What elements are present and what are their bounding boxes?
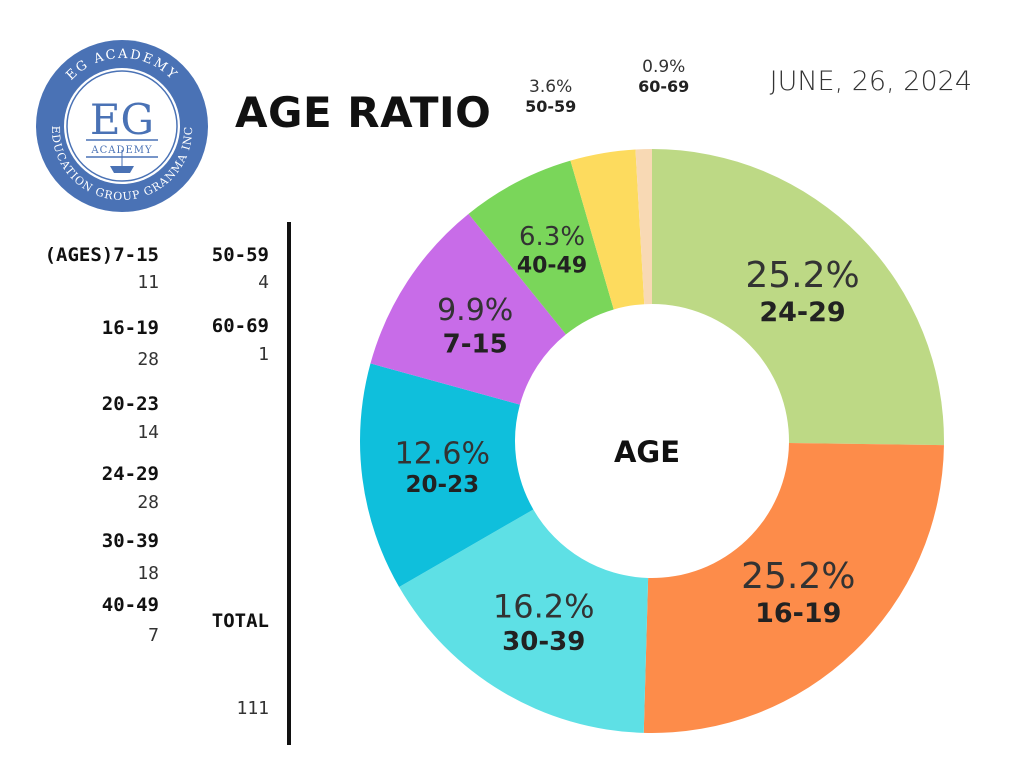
eg-academy-logo: EG ACADEMY EDUCATION GROUP GRANMA INC EG… [36, 40, 208, 212]
donut-slice-7-15 [370, 213, 566, 405]
slice-category-label: 16-19 [755, 598, 841, 629]
age-group-label: (AGES)7-15 [44, 244, 159, 266]
ship-icon [110, 166, 134, 173]
age-group-count: 18 [137, 563, 159, 584]
age-group-count: 1 [258, 344, 269, 365]
slice-percent-label: 25.2% [741, 556, 855, 597]
slice-percent-label: 6.3% [519, 222, 585, 252]
age-group-count: 7 [148, 625, 159, 646]
slice-category-label: 30-39 [502, 627, 585, 657]
age-group-count: 28 [137, 492, 159, 513]
slice-percent-label: 9.9% [437, 293, 513, 328]
slice-category-label: 50-59 [525, 97, 576, 116]
page-title: AGE RATIO [235, 88, 492, 137]
age-group-label: 40-49 [101, 594, 159, 616]
age-group-label: 20-23 [101, 393, 159, 415]
age-group-label: 60-69 [211, 315, 269, 337]
slice-percent-label: 16.2% [493, 587, 595, 625]
donut-slice-50-59 [570, 149, 645, 310]
age-group-label: 24-29 [101, 463, 159, 485]
slice-percent-label: 12.6% [395, 436, 490, 471]
donut-slice-24-29 [652, 149, 944, 446]
donut-slice-16-19 [643, 442, 944, 733]
age-group-label: 50-59 [211, 244, 269, 266]
donut-slice-20-23 [360, 363, 534, 587]
report-date: JUNE, 26, 2024 [769, 66, 972, 97]
slice-category-label: 7-15 [443, 329, 508, 359]
age-group-count: 11 [137, 272, 159, 293]
slice-percent-label: 3.6% [529, 77, 572, 97]
logo-subtitle: ACADEMY [90, 145, 152, 156]
age-group-count: 14 [137, 422, 159, 443]
table-divider [287, 222, 291, 745]
logo-monogram: EG [90, 95, 154, 144]
age-group-label: 30-39 [101, 530, 159, 552]
slice-percent-label: 0.9% [642, 57, 685, 77]
donut-slice-60-69 [635, 149, 652, 305]
age-group-label: 16-19 [101, 317, 159, 339]
total-count: 111 [236, 698, 269, 719]
slice-percent-label: 25.2% [745, 255, 859, 296]
age-group-count: 4 [258, 272, 269, 293]
slice-category-label: 20-23 [406, 472, 480, 498]
age-group-count: 28 [137, 349, 159, 370]
donut-slice-40-49 [468, 160, 614, 335]
slice-category-label: 40-49 [517, 254, 587, 279]
chart-center-label: AGE [614, 435, 680, 469]
slice-category-label: 60-69 [638, 77, 689, 96]
total-label: TOTAL [211, 610, 269, 632]
slice-category-label: 24-29 [759, 297, 845, 328]
donut-slice-30-39 [399, 509, 649, 733]
